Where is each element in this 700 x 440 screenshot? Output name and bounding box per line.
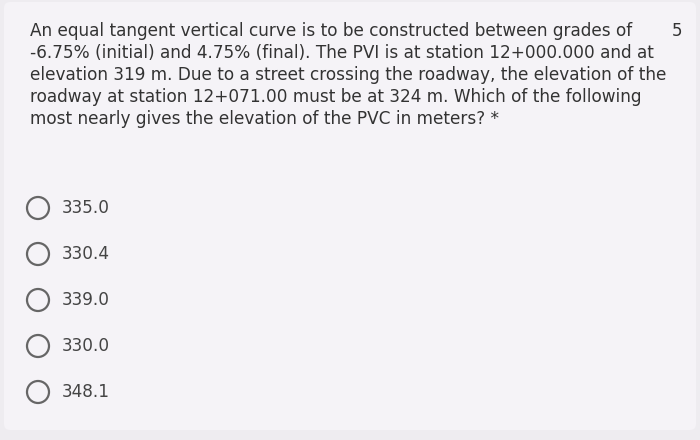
Text: -6.75% (initial) and 4.75% (final). The PVI is at station 12+000.000 and at: -6.75% (initial) and 4.75% (final). The … [30, 44, 654, 62]
FancyBboxPatch shape [4, 2, 696, 430]
Text: 339.0: 339.0 [62, 291, 110, 309]
Text: 330.0: 330.0 [62, 337, 110, 355]
Text: 348.1: 348.1 [62, 383, 110, 401]
Text: elevation 319 m. Due to a street crossing the roadway, the elevation of the: elevation 319 m. Due to a street crossin… [30, 66, 666, 84]
Text: An equal tangent vertical curve is to be constructed between grades of: An equal tangent vertical curve is to be… [30, 22, 632, 40]
Text: most nearly gives the elevation of the PVC in meters? *: most nearly gives the elevation of the P… [30, 110, 499, 128]
Text: roadway at station 12+071.00 must be at 324 m. Which of the following: roadway at station 12+071.00 must be at … [30, 88, 641, 106]
Text: 5: 5 [672, 22, 682, 40]
Text: 330.4: 330.4 [62, 245, 110, 263]
Text: 335.0: 335.0 [62, 199, 110, 217]
